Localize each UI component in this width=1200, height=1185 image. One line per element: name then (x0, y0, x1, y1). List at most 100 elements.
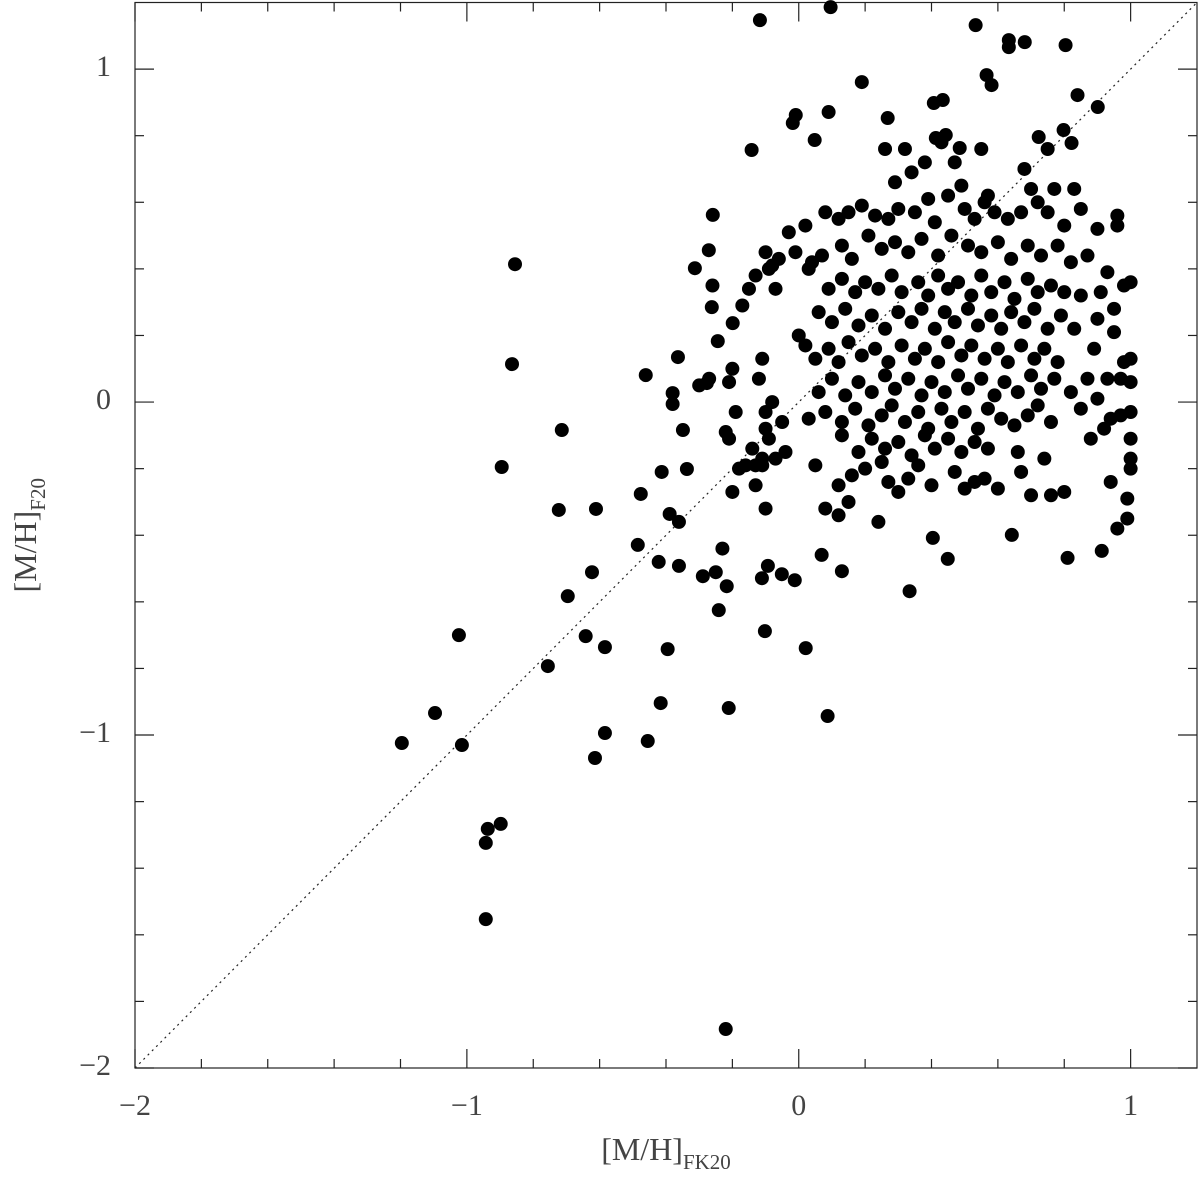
data-point (665, 386, 680, 401)
data-point (687, 261, 702, 276)
data-point (952, 141, 967, 156)
data-point (811, 305, 826, 320)
data-point (1090, 391, 1105, 406)
data-point (1110, 208, 1125, 223)
data-point (710, 334, 725, 349)
data-point (878, 321, 893, 336)
data-point (791, 328, 806, 343)
data-point (947, 464, 962, 479)
data-point (1034, 381, 1049, 396)
data-point (917, 155, 932, 170)
data-point (831, 478, 846, 493)
data-point (745, 441, 760, 456)
data-point (937, 385, 952, 400)
data-point (1000, 211, 1015, 226)
data-point (1030, 195, 1045, 210)
data-point (679, 461, 694, 476)
data-point (768, 281, 783, 296)
data-point (662, 506, 677, 521)
data-point (755, 351, 770, 366)
data-point (947, 155, 962, 170)
data-point (927, 321, 942, 336)
data-point (907, 351, 922, 366)
data-point (560, 589, 575, 604)
data-point (941, 335, 956, 350)
y-tick-label: −2 (79, 1049, 111, 1082)
data-point (765, 395, 780, 410)
data-point (841, 335, 856, 350)
data-point (1058, 38, 1073, 53)
data-point (1017, 161, 1032, 176)
data-point (974, 268, 989, 283)
data-point (897, 415, 912, 430)
data-point (1007, 291, 1022, 306)
data-point (987, 205, 1002, 220)
data-point (924, 478, 939, 493)
data-point (831, 508, 846, 523)
data-point (798, 218, 813, 233)
data-point (1123, 461, 1138, 476)
data-point (994, 411, 1009, 426)
data-point (719, 579, 734, 594)
data-point (752, 13, 767, 28)
data-point (931, 248, 946, 263)
data-point (878, 368, 893, 383)
data-point (881, 355, 896, 370)
data-point (1043, 488, 1058, 503)
data-point (758, 405, 773, 420)
data-point (1043, 415, 1058, 430)
data-point (1050, 238, 1065, 253)
data-point (578, 629, 593, 644)
data-point (1047, 371, 1062, 386)
data-point (671, 514, 686, 529)
data-point (788, 245, 803, 260)
data-point (984, 285, 999, 300)
data-point (921, 288, 936, 303)
data-point (934, 135, 949, 150)
data-point (728, 405, 743, 420)
data-point (894, 285, 909, 300)
data-point (1043, 278, 1058, 293)
data-point (924, 375, 939, 390)
data-point (858, 461, 873, 476)
data-point (725, 316, 740, 331)
data-point (1050, 355, 1065, 370)
data-point (702, 371, 717, 386)
x-axis-label: [M/H]FK20 (601, 1131, 731, 1174)
data-point (654, 464, 669, 479)
data-point (887, 235, 902, 250)
data-point (493, 816, 508, 831)
data-point (818, 501, 833, 516)
data-point (957, 405, 972, 420)
data-point (633, 486, 648, 501)
data-point (1004, 251, 1019, 266)
data-point (708, 565, 723, 580)
data-point (941, 281, 956, 296)
data-point (994, 321, 1009, 336)
data-point (705, 278, 720, 293)
data-point (917, 428, 932, 443)
data-point (1010, 445, 1025, 460)
data-point (638, 368, 653, 383)
data-point (848, 285, 863, 300)
data-point (917, 341, 932, 356)
data-point (961, 381, 976, 396)
data-point (878, 142, 893, 157)
data-point (911, 405, 926, 420)
data-point (1107, 325, 1122, 340)
data-point (1094, 543, 1109, 558)
data-point (864, 385, 879, 400)
data-point (1123, 451, 1138, 466)
data-point (954, 178, 969, 193)
data-point (711, 603, 726, 618)
data-point (834, 238, 849, 253)
data-point (758, 501, 773, 516)
data-point (758, 245, 773, 260)
data-point (974, 142, 989, 157)
identity-line (134, 2, 1198, 1069)
data-point (507, 257, 522, 272)
data-point (990, 235, 1005, 250)
data-point (921, 191, 936, 206)
